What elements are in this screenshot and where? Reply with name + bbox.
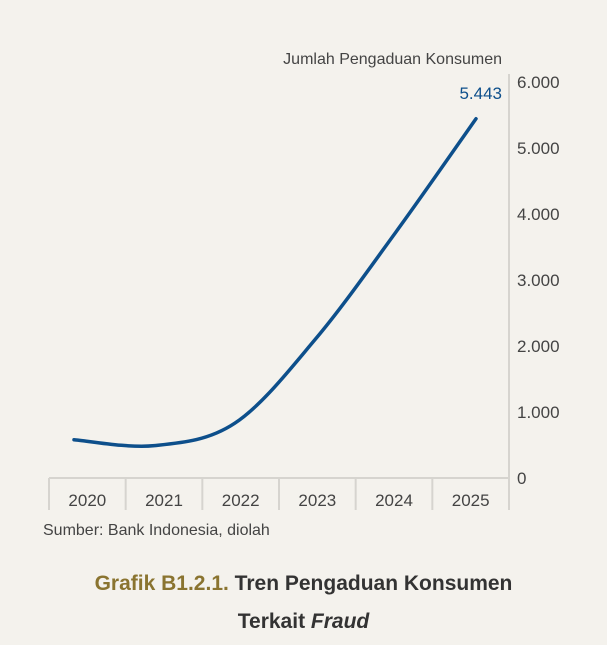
caption-title-2: Terkait <box>237 610 306 633</box>
y-tick-label: 1.000 <box>517 403 560 422</box>
data-label-2025: 5.443 <box>459 84 502 103</box>
y-axis-title: Jumlah Pengaduan Konsumen <box>283 51 502 68</box>
series-line <box>72 117 478 448</box>
x-tick-label: 2020 <box>68 491 106 510</box>
y-tick-label: 4.000 <box>517 205 560 224</box>
y-tick-label: 3.000 <box>517 271 560 290</box>
x-tick-label: 2021 <box>145 491 183 510</box>
chart-caption-line1: Grafik B1.2.1. Tren Pengaduan Konsumen <box>0 568 607 600</box>
caption-number: Grafik B1.2.1. <box>94 572 229 595</box>
caption-title-italic: Fraud <box>310 610 370 633</box>
source-note: Sumber: Bank Indonesia, diolah <box>43 522 270 539</box>
line-chart: 2020 2021 2022 2023 2024 2025 0 1.000 2.000 3.000… <box>48 51 560 510</box>
x-tick-label: 2025 <box>452 491 490 510</box>
x-tick-label: 2023 <box>298 491 336 510</box>
y-tick-label: 6.000 <box>517 73 560 92</box>
y-tick-label: 2.000 <box>517 337 560 356</box>
y-tick-label: 5.000 <box>517 139 560 158</box>
x-tick-label: 2022 <box>222 491 260 510</box>
x-tick-label: 2024 <box>375 491 413 510</box>
caption-title: Tren Pengaduan Konsumen <box>234 572 513 595</box>
y-tick-label: 0 <box>517 469 526 488</box>
chart-caption-line2: Terkait Fraud <box>0 606 607 638</box>
